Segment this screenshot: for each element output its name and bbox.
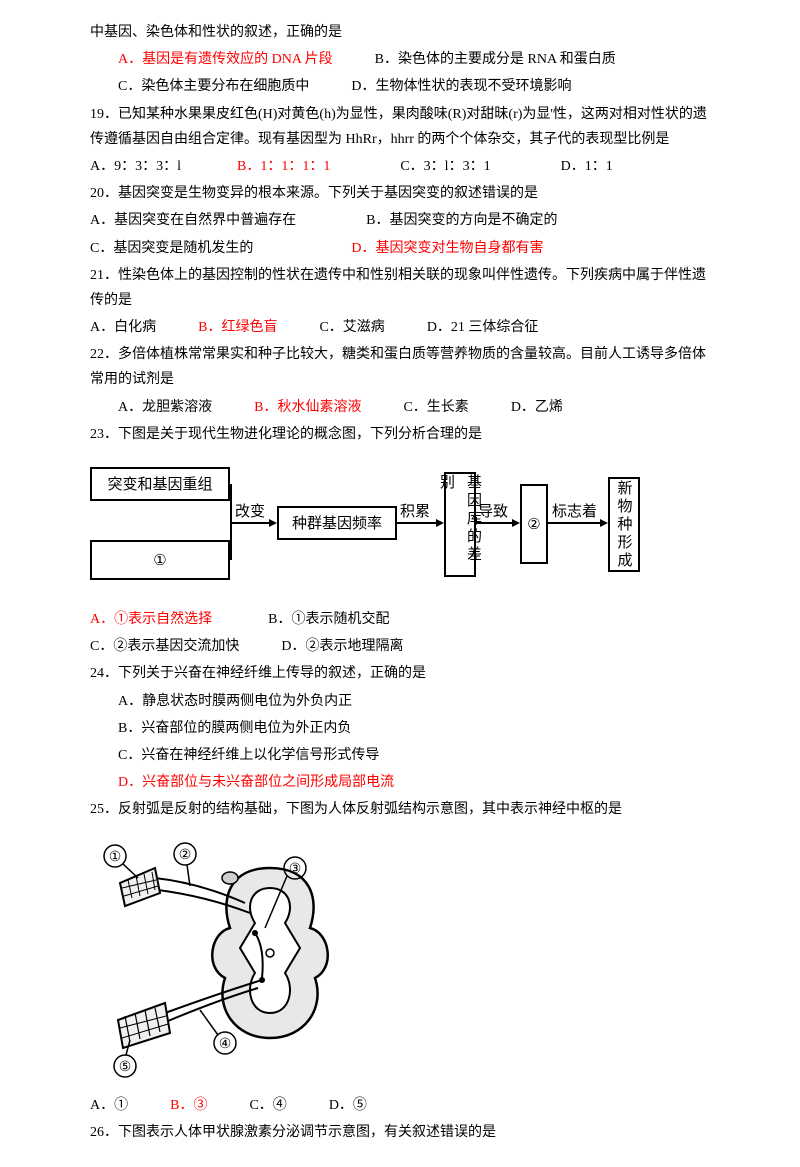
q23-opt-c: C．②表示基因交流加快 — [90, 634, 281, 659]
q20-options-row1: A．基因突变在自然界中普遍存在 B．基因突变的方向是不确定的 — [90, 208, 710, 233]
q23-opt-a: A．①表示自然选择 — [90, 607, 268, 632]
q21-options: A．白化病 B．红绿色盲 C．艾滋病 D．21 三体综合征 — [90, 315, 710, 340]
q21-opt-b: B．红绿色盲 — [198, 315, 277, 340]
q22-opt-c: C．生长素 — [361, 395, 510, 420]
q24-opt-c: C．兴奋在神经纤维上以化学信号形式传导 — [90, 743, 710, 768]
box-mutation: 突变和基因重组 — [90, 467, 230, 501]
reflex-label-4: ④ — [219, 1037, 232, 1052]
lbl-cause: 导致 — [478, 498, 508, 525]
box-blank1: ① — [90, 540, 230, 580]
q20-stem: 20．基因突变是生物变异的根本来源。下列关于基因突变的叙述错误的是 — [90, 181, 710, 206]
q19-options: A．9：3：3：l B．1：1：1：1 C．3：l：3：1 D．1：1 — [90, 154, 710, 179]
q24-opt-a: A．静息状态时膜两侧电位为外负内正 — [90, 689, 710, 714]
reflex-label-3: ③ — [289, 862, 302, 877]
box-speciation: 新物种形成 — [608, 477, 640, 572]
q22-opt-d: D．乙烯 — [511, 395, 563, 420]
q18-options-row1: A．基因是有遗传效应的 DNA 片段 B．染色体的主要成分是 RNA 和蛋白质 — [90, 47, 710, 72]
q19-opt-c: C．3：l：3：1 — [386, 154, 532, 179]
q23-opt-d: D．②表示地理隔离 — [281, 634, 403, 659]
q20-options-row2: C．基因突变是随机发生的 D．基因突变对生物自身都有害 — [90, 236, 710, 261]
box-genepool: 基因库的差别 — [444, 472, 476, 577]
q25-opt-b: B．③ — [170, 1093, 207, 1118]
reflex-label-2: ② — [179, 848, 192, 863]
q20-opt-b: B．基因突变的方向是不确定的 — [366, 208, 557, 233]
q21-opt-c: C．艾滋病 — [277, 315, 426, 340]
q23-opt-b: B．①表示随机交配 — [268, 607, 389, 632]
q26-stem: 26．下图表示人体甲状腺激素分泌调节示意图，有关叙述错误的是 — [90, 1120, 710, 1145]
q20-opt-d: D．基因突变对生物自身都有害 — [351, 236, 543, 261]
q25-stem: 25．反射弧是反射的结构基础，下图为人体反射弧结构示意图，其中表示神经中枢的是 — [90, 797, 710, 822]
box-freq: 种群基因频率 — [277, 506, 397, 540]
lbl-accum: 积累 — [400, 498, 430, 525]
lbl-mark: 标志着 — [552, 498, 597, 525]
reflex-label-1: ① — [109, 850, 122, 865]
q20-opt-a: A．基因突变在自然界中普遍存在 — [90, 208, 366, 233]
q23-stem: 23．下图是关于现代生物进化理论的概念图，下列分析合理的是 — [90, 422, 710, 447]
q22-opt-b: B．秋水仙素溶液 — [254, 395, 361, 420]
q22-options: A．龙胆紫溶液 B．秋水仙素溶液 C．生长素 D．乙烯 — [90, 395, 710, 420]
q19-opt-d: D．1：1 — [533, 154, 613, 179]
q21-opt-d: D．21 三体综合征 — [427, 315, 539, 340]
q23-options-row2: C．②表示基因交流加快 D．②表示地理隔离 — [90, 634, 710, 659]
evolution-diagram: 突变和基因重组 ① 改变 种群基因频率 积累 基因库的差别 导致 ② 标志着 新… — [90, 462, 710, 592]
q18-options-row2: C．染色体主要分布在细胞质中 D．生物体性状的表现不受环境影响 — [90, 74, 710, 99]
q24-stem: 24．下列关于兴奋在神经纤维上传导的叙述，正确的是 — [90, 661, 710, 686]
q18-opt-d: D．生物体性状的表现不受环境影响 — [309, 74, 571, 99]
reflex-arc-diagram: ① ② ③ ④ ⑤ — [90, 838, 710, 1078]
q25-opt-a: A．① — [90, 1093, 170, 1118]
q20-opt-c: C．基因突变是随机发生的 — [90, 236, 351, 261]
intro-text: 中基因、染色体和性状的叙述，正确的是 — [90, 20, 710, 45]
q21-opt-a: A．白化病 — [90, 315, 198, 340]
q18-opt-a: A．基因是有遗传效应的 DNA 片段 — [90, 47, 333, 72]
q23-options-row1: A．①表示自然选择 B．①表示随机交配 — [90, 607, 710, 632]
q25-opt-c: C．④ — [207, 1093, 328, 1118]
q24-opt-d: D．兴奋部位与未兴奋部位之间形成局部电流 — [90, 770, 710, 795]
reflex-label-5: ⑤ — [119, 1060, 132, 1075]
q24-opt-b: B．兴奋部位的膜两侧电位为外正内负 — [90, 716, 710, 741]
q25-opt-d: D．⑤ — [329, 1093, 367, 1118]
q21-stem: 21．性染色体上的基因控制的性状在遗传中和性别相关联的现象叫伴性遗传。下列疾病中… — [90, 263, 710, 313]
lbl-change: 改变 — [235, 498, 265, 525]
q22-stem: 22．多倍体植株常常果实和种子比较大，糖类和蛋白质等营养物质的含量较高。目前人工… — [90, 342, 710, 392]
q18-opt-c: C．染色体主要分布在细胞质中 — [90, 74, 309, 99]
reflex-arc-svg: ① ② ③ ④ ⑤ — [90, 838, 450, 1078]
q19-stem: 19．已知某种水果果皮红色(H)对黄色(h)为显性，果肉酸味(R)对甜昧(r)为… — [90, 102, 710, 152]
q19-opt-a: A．9：3：3：l — [90, 154, 237, 179]
q25-options: A．① B．③ C．④ D．⑤ — [90, 1093, 710, 1118]
q19-opt-b: B．1：1：1：1 — [237, 154, 386, 179]
q22-opt-a: A．龙胆紫溶液 — [90, 395, 254, 420]
q18-opt-b: B．染色体的主要成分是 RNA 和蛋白质 — [333, 47, 616, 72]
box-blank2: ② — [520, 484, 548, 564]
